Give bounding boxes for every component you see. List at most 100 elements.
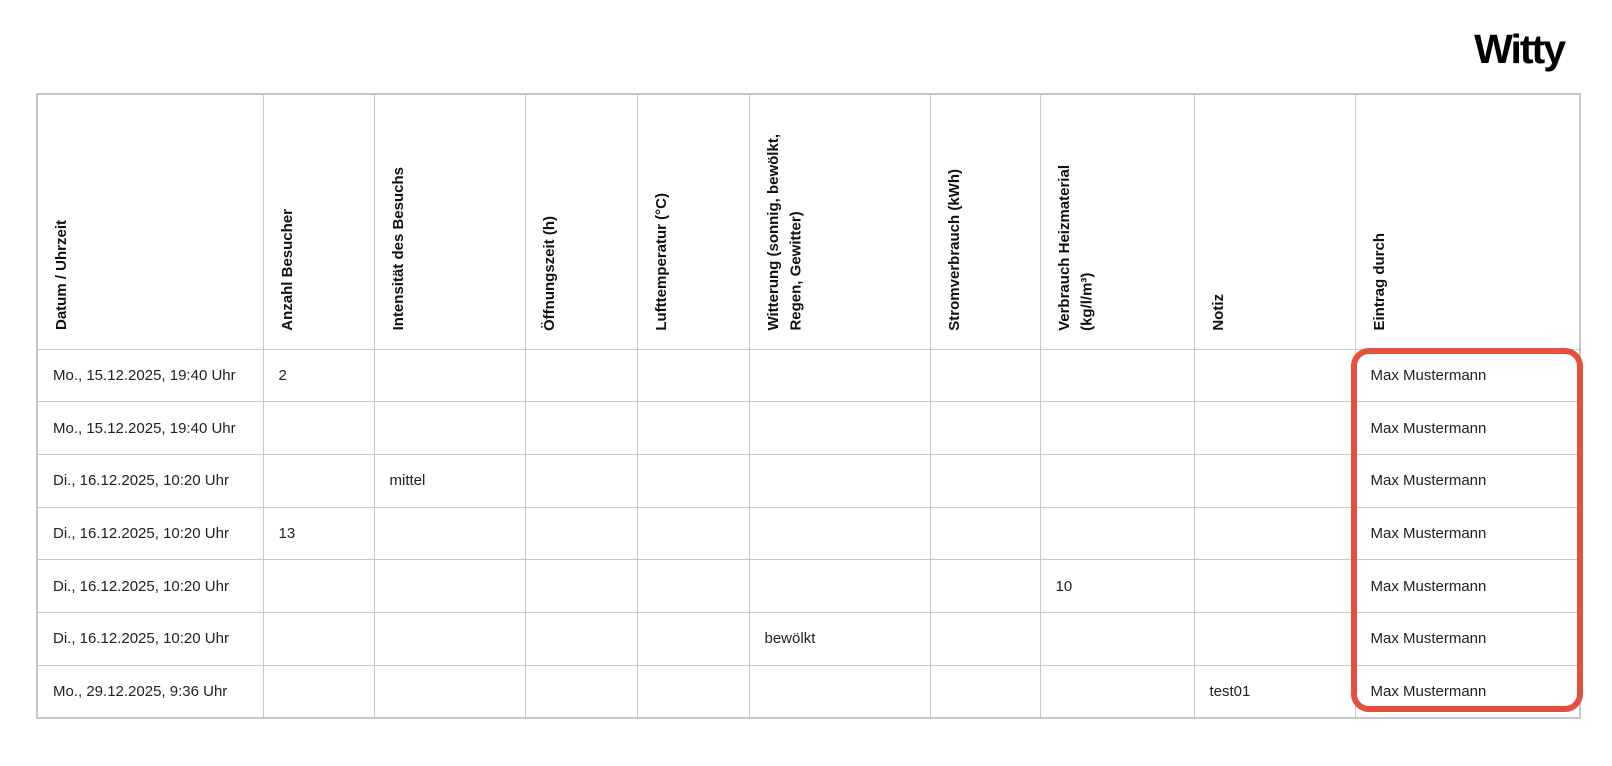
cell-datum-uhrzeit: Di., 16.12.2025, 10:20 Uhr bbox=[36, 506, 264, 561]
cell-anzahl-besucher: 2 bbox=[262, 348, 375, 403]
column-header-eintrag-durch: Eintrag durch bbox=[1354, 93, 1581, 350]
cell-anzahl-besucher bbox=[262, 453, 375, 508]
cell-verbrauch-heizmaterial bbox=[1039, 506, 1195, 561]
cell-witterung bbox=[748, 401, 931, 455]
cell-witterung bbox=[748, 559, 931, 613]
cell-eintrag-durch: Max Mustermann bbox=[1354, 611, 1581, 666]
column-header-label-oeffnungszeit: Öffnungszeit (h) bbox=[540, 215, 558, 331]
cell-verbrauch-heizmaterial bbox=[1039, 348, 1195, 403]
cell-stromverbrauch bbox=[929, 348, 1041, 403]
cell-witterung bbox=[748, 506, 931, 561]
cell-verbrauch-heizmaterial bbox=[1039, 664, 1195, 719]
column-header-label-stromverbrauch: Stromverbrauch (kWh) bbox=[945, 168, 963, 331]
cell-datum-uhrzeit: Di., 16.12.2025, 10:20 Uhr bbox=[36, 611, 264, 666]
cell-notiz bbox=[1193, 348, 1356, 403]
cell-oeffnungszeit bbox=[524, 664, 638, 719]
column-header-label-anzahl-besucher: Anzahl Besucher bbox=[278, 208, 296, 331]
cell-datum-uhrzeit: Mo., 15.12.2025, 19:40 Uhr bbox=[36, 348, 264, 403]
cell-datum-uhrzeit: Di., 16.12.2025, 10:20 Uhr bbox=[36, 559, 264, 613]
cell-witterung bbox=[748, 348, 931, 403]
column-header-label-datum-uhrzeit: Datum / Uhrzeit bbox=[53, 220, 70, 331]
table-row: Mo., 29.12.2025, 9:36 Uhr test01 Max Muste… bbox=[36, 664, 1581, 719]
cell-eintrag-durch: Max Mustermann bbox=[1354, 348, 1581, 403]
column-header-notiz: Notiz bbox=[1193, 93, 1356, 350]
cell-oeffnungszeit bbox=[524, 611, 638, 666]
cell-anzahl-besucher bbox=[262, 401, 375, 455]
cell-witterung: bewölkt bbox=[748, 611, 931, 666]
cell-oeffnungszeit bbox=[524, 559, 638, 613]
cell-anzahl-besucher bbox=[262, 664, 375, 719]
cell-witterung bbox=[748, 453, 931, 508]
cell-oeffnungszeit bbox=[524, 348, 638, 403]
cell-witterung bbox=[748, 664, 931, 719]
cell-lufttemperatur bbox=[636, 506, 750, 561]
column-header-oeffnungszeit: Öffnungszeit (h) bbox=[524, 93, 638, 350]
cell-stromverbrauch bbox=[929, 401, 1041, 455]
cell-oeffnungszeit bbox=[524, 453, 638, 508]
column-header-label-eintrag-durch: Eintrag durch bbox=[1370, 232, 1388, 331]
cell-lufttemperatur bbox=[636, 664, 750, 719]
cell-lufttemperatur bbox=[636, 453, 750, 508]
cell-verbrauch-heizmaterial bbox=[1039, 611, 1195, 666]
cell-notiz bbox=[1193, 453, 1356, 508]
cell-notiz bbox=[1193, 506, 1356, 561]
cell-intensitaet-besuch bbox=[373, 664, 526, 719]
cell-anzahl-besucher: 13 bbox=[262, 506, 375, 561]
column-header-label-notiz: Notiz bbox=[1209, 293, 1227, 331]
log-report-table: Datum / Uhrzeit Anzahl Besucher Intensität… bbox=[36, 93, 1581, 719]
cell-stromverbrauch bbox=[929, 453, 1041, 508]
cell-lufttemperatur bbox=[636, 348, 750, 403]
cell-verbrauch-heizmaterial: 10 bbox=[1039, 559, 1195, 613]
cell-verbrauch-heizmaterial bbox=[1039, 453, 1195, 508]
cell-verbrauch-heizmaterial bbox=[1039, 401, 1195, 455]
cell-datum-uhrzeit: Mo., 29.12.2025, 9:36 Uhr bbox=[36, 664, 264, 719]
table-row: Di., 16.12.2025, 10:20 Uhr 10 Max Musterma… bbox=[36, 559, 1581, 613]
column-header-datum-uhrzeit: Datum / Uhrzeit bbox=[36, 93, 264, 350]
cell-intensitaet-besuch bbox=[373, 611, 526, 666]
cell-intensitaet-besuch: mittel bbox=[373, 453, 526, 508]
cell-notiz bbox=[1193, 611, 1356, 666]
table-body: Mo., 15.12.2025, 19:40 Uhr 2 Max Musterman… bbox=[36, 348, 1581, 719]
column-header-label-intensitaet-besuch: Intensität des Besuchs bbox=[389, 167, 407, 331]
cell-lufttemperatur bbox=[636, 401, 750, 455]
witty-logo: Witty bbox=[1474, 26, 1566, 72]
cell-oeffnungszeit bbox=[524, 506, 638, 561]
header-row: Datum / Uhrzeit Anzahl Besucher Intensität… bbox=[36, 93, 1581, 350]
cell-notiz bbox=[1193, 559, 1356, 613]
cell-eintrag-durch: Max Mustermann bbox=[1354, 664, 1581, 719]
cell-stromverbrauch bbox=[929, 506, 1041, 561]
cell-intensitaet-besuch bbox=[373, 506, 526, 561]
column-header-witterung: Witterung (sonnig, bewölkt, Regen, Gewit… bbox=[748, 93, 931, 350]
cell-lufttemperatur bbox=[636, 559, 750, 613]
column-header-lufttemperatur: Lufttemperatur (°C) bbox=[636, 93, 750, 350]
column-header-label-verbrauch-heizmaterial: Verbrauch Heizmaterial (kg/l/m³) bbox=[1055, 164, 1096, 331]
cell-eintrag-durch: Max Mustermann bbox=[1354, 559, 1581, 613]
column-header-anzahl-besucher: Anzahl Besucher bbox=[262, 93, 375, 350]
table-row: Di., 16.12.2025, 10:20 Uhr mittel Max Must… bbox=[36, 453, 1581, 508]
cell-intensitaet-besuch bbox=[373, 348, 526, 403]
table-row: Di., 16.12.2025, 10:20 Uhr 13 Max Musterma… bbox=[36, 506, 1581, 561]
column-header-label-witterung: Witterung (sonnig, bewölkt, Regen, Gewit… bbox=[764, 133, 805, 331]
cell-stromverbrauch bbox=[929, 611, 1041, 666]
cell-eintrag-durch: Max Mustermann bbox=[1354, 401, 1581, 455]
table-row: Mo., 15.12.2025, 19:40 Uhr 2 Max Musterman… bbox=[36, 348, 1581, 403]
table-row: Di., 16.12.2025, 10:20 Uhr bewölkt Max Mus… bbox=[36, 611, 1581, 666]
cell-datum-uhrzeit: Di., 16.12.2025, 10:20 Uhr bbox=[36, 453, 264, 508]
column-header-verbrauch-heizmaterial: Verbrauch Heizmaterial (kg/l/m³) bbox=[1039, 93, 1195, 350]
cell-stromverbrauch bbox=[929, 664, 1041, 719]
table-row: Mo., 15.12.2025, 19:40 Uhr Max Mustermann bbox=[36, 401, 1581, 455]
cell-datum-uhrzeit: Mo., 15.12.2025, 19:40 Uhr bbox=[36, 401, 264, 455]
log-report-table-wrap: Datum / Uhrzeit Anzahl Besucher Intensität… bbox=[36, 93, 1581, 719]
cell-eintrag-durch: Max Mustermann bbox=[1354, 506, 1581, 561]
cell-intensitaet-besuch bbox=[373, 401, 526, 455]
cell-notiz: test01 bbox=[1193, 664, 1356, 719]
cell-notiz bbox=[1193, 401, 1356, 455]
cell-eintrag-durch: Max Mustermann bbox=[1354, 453, 1581, 508]
column-header-intensitaet-besuch: Intensität des Besuchs bbox=[373, 93, 526, 350]
cell-intensitaet-besuch bbox=[373, 559, 526, 613]
cell-anzahl-besucher bbox=[262, 559, 375, 613]
column-header-stromverbrauch: Stromverbrauch (kWh) bbox=[929, 93, 1041, 350]
cell-stromverbrauch bbox=[929, 559, 1041, 613]
column-header-label-lufttemperatur: Lufttemperatur (°C) bbox=[652, 192, 670, 331]
